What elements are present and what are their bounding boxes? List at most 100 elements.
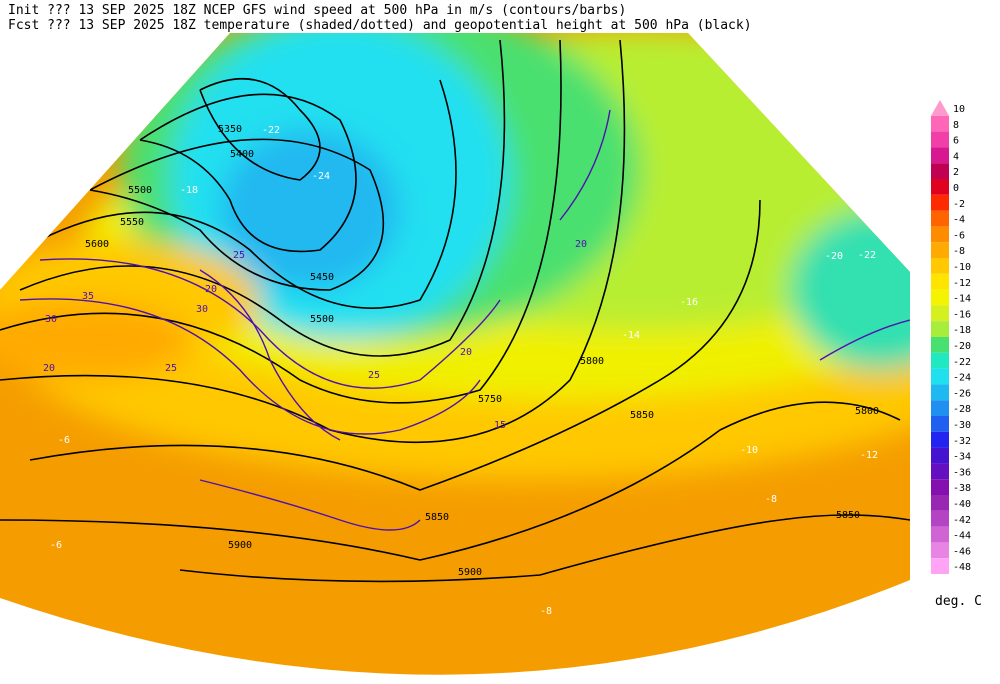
colorbar-swatch bbox=[931, 179, 949, 195]
colorbar-swatch bbox=[931, 542, 949, 559]
colorbar-swatch bbox=[931, 210, 949, 227]
colorbar-swatch bbox=[931, 194, 949, 211]
map-label: 5800 bbox=[580, 356, 604, 367]
map-label: 5850 bbox=[836, 510, 860, 521]
colorbar-swatch bbox=[931, 447, 949, 464]
map-label: 20 bbox=[43, 363, 55, 374]
colorbar-swatch bbox=[931, 289, 949, 306]
colorbar-label: -12 bbox=[953, 278, 971, 289]
height-contours bbox=[0, 39, 910, 583]
colorbar-label: -36 bbox=[953, 467, 971, 478]
colorbar-swatch bbox=[931, 337, 949, 353]
colorbar-label: 8 bbox=[953, 120, 959, 131]
map-label: -6 bbox=[50, 540, 62, 551]
map-label: 30 bbox=[196, 304, 208, 315]
header-line: Init ??? 13 SEP 2025 18Z NCEP GFS wind s… bbox=[8, 3, 626, 18]
colorbar-swatch bbox=[931, 131, 949, 148]
map-label: 5850 bbox=[630, 410, 654, 421]
colorbar-swatch bbox=[931, 100, 949, 116]
colorbar-swatch bbox=[931, 526, 949, 543]
colorbar: 10 8 6 4 2 0 -2 -4 -6 -8 -10 -12 -14 -16 -18 -20 -22 -24 -… bbox=[931, 100, 971, 574]
colorbar-label: 6 bbox=[953, 136, 959, 147]
map-label: -24 bbox=[312, 171, 330, 182]
map-label: -14 bbox=[622, 330, 640, 341]
colorbar-swatch bbox=[931, 115, 949, 132]
map-label: -10 bbox=[740, 445, 758, 456]
map-label: -8 bbox=[540, 606, 552, 617]
colorbar-swatch bbox=[931, 258, 949, 274]
colorbar-label: -24 bbox=[953, 373, 971, 384]
colorbar-label: 0 bbox=[953, 183, 959, 194]
colorbar-label: -40 bbox=[953, 499, 971, 510]
colorbar-label: -14 bbox=[953, 294, 971, 305]
map-label: 35 bbox=[82, 291, 94, 302]
colorbar-swatch bbox=[931, 495, 949, 511]
colorbar-swatch bbox=[931, 384, 949, 401]
colorbar-label: -32 bbox=[953, 436, 971, 447]
map-label: -22 bbox=[858, 250, 876, 261]
map-label: 20 bbox=[575, 239, 587, 250]
colorbar-swatch bbox=[931, 463, 949, 480]
colorbar-swatch bbox=[931, 163, 949, 179]
colorbar-swatch bbox=[931, 273, 949, 290]
colorbar-unit: deg. C bbox=[935, 594, 982, 609]
colorbar-swatch bbox=[931, 147, 949, 164]
colorbar-label: -16 bbox=[953, 309, 971, 320]
colorbar-swatch bbox=[931, 368, 949, 385]
colorbar-label: -2 bbox=[953, 199, 965, 210]
map-labels: 5350 5400 5450 5500 5550 5600 5500 5750 5800 5850… bbox=[43, 124, 879, 617]
colorbar-label: -20 bbox=[953, 341, 971, 352]
colorbar-swatch bbox=[931, 321, 949, 337]
colorbar-label: -30 bbox=[953, 420, 971, 431]
map-label: -18 bbox=[180, 185, 198, 196]
map-label: -12 bbox=[860, 450, 878, 461]
colorbar-swatch bbox=[931, 416, 949, 432]
colorbar-label: -28 bbox=[953, 404, 971, 415]
map-label: -16 bbox=[680, 297, 698, 308]
colorbar-swatch bbox=[931, 226, 949, 243]
map-label: -6 bbox=[58, 435, 70, 446]
map-label: 5500 bbox=[128, 185, 152, 196]
colorbar-label: -46 bbox=[953, 546, 971, 557]
colorbar-swatch bbox=[931, 479, 949, 495]
map-label: 5350 bbox=[218, 124, 242, 135]
map-label: 5900 bbox=[228, 540, 252, 551]
colorbar-swatch bbox=[931, 431, 949, 448]
map-label: 5900 bbox=[458, 567, 482, 578]
map-label: 15 bbox=[494, 420, 506, 431]
colorbar-label: -4 bbox=[953, 215, 965, 226]
map-label: -20 bbox=[825, 251, 843, 262]
map-label: 25 bbox=[165, 363, 177, 374]
colorbar-label: -6 bbox=[953, 230, 965, 241]
colorbar-label: -42 bbox=[953, 515, 971, 526]
map-label: 5750 bbox=[478, 394, 502, 405]
colorbar-label: -10 bbox=[953, 262, 971, 273]
header-line: Fcst ??? 13 SEP 2025 18Z temperature (sh… bbox=[8, 18, 752, 33]
colorbar-swatch bbox=[931, 558, 949, 574]
map-label: 20 bbox=[460, 347, 472, 358]
map-label: -22 bbox=[262, 125, 280, 136]
colorbar-label: -38 bbox=[953, 483, 971, 494]
colorbar-label: -34 bbox=[953, 452, 971, 463]
map-label: -8 bbox=[765, 494, 777, 505]
colorbar-label: -22 bbox=[953, 357, 971, 368]
colorbar-label: -26 bbox=[953, 388, 971, 399]
wind-contours bbox=[19, 109, 910, 531]
map-label: 5400 bbox=[230, 149, 254, 160]
map-label: 5850 bbox=[425, 512, 449, 523]
colorbar-label: -44 bbox=[953, 531, 971, 542]
map-label: 25 bbox=[233, 250, 245, 261]
map-label: 20 bbox=[205, 284, 217, 295]
colorbar-swatch bbox=[931, 400, 949, 416]
colorbar-label: -8 bbox=[953, 246, 965, 257]
colorbar-label: 10 bbox=[953, 104, 965, 115]
map-label: 5800 bbox=[855, 406, 879, 417]
colorbar-swatch bbox=[931, 352, 949, 369]
map-label: 30 bbox=[45, 314, 57, 325]
colorbar-label: 2 bbox=[953, 167, 959, 178]
map-label: 5600 bbox=[85, 239, 109, 250]
colorbar-swatch bbox=[931, 510, 949, 527]
colorbar-label: -48 bbox=[953, 562, 971, 573]
